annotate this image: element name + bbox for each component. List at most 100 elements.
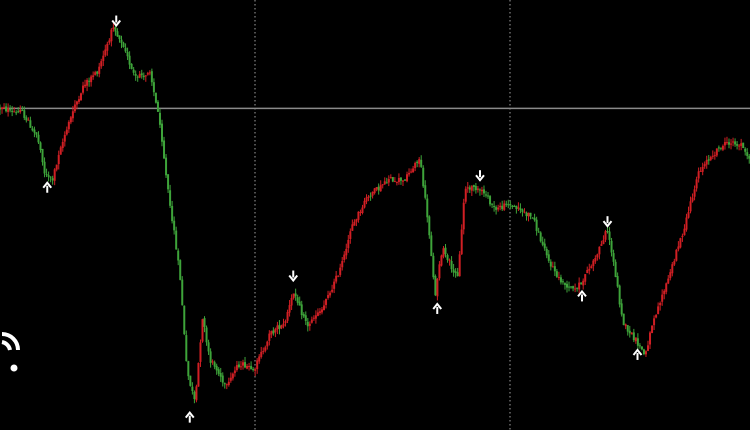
- candle-body: [213, 362, 216, 367]
- candle-body: [626, 325, 629, 332]
- candle-body: [389, 177, 392, 179]
- candle-body: [606, 231, 609, 233]
- candle-body: [110, 29, 113, 42]
- candle-body: [448, 259, 451, 262]
- candle-body: [140, 73, 143, 76]
- candle-body: [661, 294, 664, 302]
- candle-body: [189, 375, 192, 386]
- candle-body: [217, 369, 220, 374]
- candle-body: [440, 255, 443, 266]
- candle-body: [489, 196, 492, 205]
- candle-body: [487, 195, 490, 197]
- arrow-up-icon: [184, 411, 195, 423]
- candle-body: [57, 154, 60, 165]
- arrow-head: [288, 274, 299, 283]
- candle-body: [327, 295, 330, 298]
- candle-body: [154, 92, 157, 103]
- candle-body: [529, 212, 532, 217]
- candle-body: [618, 285, 621, 305]
- candle-body: [464, 188, 467, 202]
- candle-body: [381, 184, 384, 186]
- candle-body: [100, 61, 103, 67]
- candle-body: [576, 287, 579, 289]
- candle-body: [128, 55, 131, 65]
- candle-body: [242, 362, 244, 366]
- candle-body: [235, 365, 238, 371]
- candle-body: [590, 266, 593, 269]
- candle-body: [446, 255, 449, 260]
- candle-body: [393, 181, 396, 183]
- candle-body: [19, 109, 22, 113]
- candle-body: [734, 141, 737, 145]
- candle-body: [3, 107, 6, 109]
- candle-body: [207, 342, 210, 352]
- candle-body: [659, 302, 662, 306]
- candle-body: [197, 362, 200, 387]
- candle-body: [521, 209, 524, 212]
- candle-body: [685, 217, 688, 230]
- candle-body: [612, 253, 615, 262]
- candle-body: [288, 305, 291, 313]
- arrow-down-icon: [111, 15, 122, 28]
- candle-body: [608, 231, 611, 240]
- candle-body: [725, 142, 728, 144]
- candle-body: [414, 162, 417, 169]
- candle-body: [94, 72, 97, 75]
- candle-body: [104, 49, 107, 56]
- candle-body: [647, 345, 649, 351]
- candle-body: [306, 321, 309, 327]
- candle-body: [719, 147, 722, 149]
- candle-body: [323, 305, 325, 311]
- candle-body: [462, 202, 465, 230]
- candle-body: [59, 147, 62, 155]
- candle-body: [270, 331, 273, 335]
- refresh-partial-icon[interactable]: [0, 328, 26, 376]
- candle-body: [519, 208, 522, 211]
- candle-body: [588, 268, 591, 271]
- candle-body: [379, 185, 382, 192]
- candle-body: [632, 332, 635, 341]
- candle-body: [616, 276, 619, 287]
- candle-body: [373, 188, 376, 194]
- candle-body: [148, 72, 151, 74]
- candle-body: [225, 384, 228, 386]
- candle-body: [406, 174, 409, 182]
- candle-body: [533, 217, 536, 221]
- candle-body: [84, 84, 87, 87]
- candle-body: [709, 157, 712, 160]
- candle-body: [563, 283, 566, 285]
- candle-body: [371, 191, 374, 196]
- candle-body: [219, 372, 222, 377]
- candle-body: [302, 314, 305, 317]
- arrow-up-icon: [632, 348, 643, 360]
- signal-arrows: [42, 15, 643, 423]
- candle-body: [444, 247, 447, 255]
- candle-body: [746, 152, 749, 156]
- candle-body: [681, 235, 684, 238]
- candle-body: [713, 155, 716, 157]
- candle-body: [49, 176, 52, 178]
- candle-body: [260, 351, 263, 357]
- candle-body: [711, 155, 714, 157]
- candle-body: [337, 275, 340, 277]
- candle-body: [472, 185, 475, 187]
- candle-body: [183, 305, 186, 335]
- candle-body: [736, 144, 739, 146]
- candle-body: [231, 373, 234, 379]
- candle-body: [377, 186, 380, 191]
- candle-body: [268, 333, 271, 341]
- candle-body: [75, 101, 78, 105]
- candle-body: [31, 128, 34, 131]
- candle-body: [171, 205, 174, 222]
- candle-body: [276, 325, 279, 330]
- candle-body: [15, 112, 18, 114]
- candle-body: [515, 205, 518, 209]
- candle-body: [675, 249, 678, 261]
- candle-body: [677, 246, 680, 250]
- candle-body: [7, 108, 10, 112]
- candle-body: [541, 241, 544, 245]
- candle-body: [116, 31, 119, 37]
- candle-body: [51, 178, 54, 181]
- candle-body: [316, 312, 319, 316]
